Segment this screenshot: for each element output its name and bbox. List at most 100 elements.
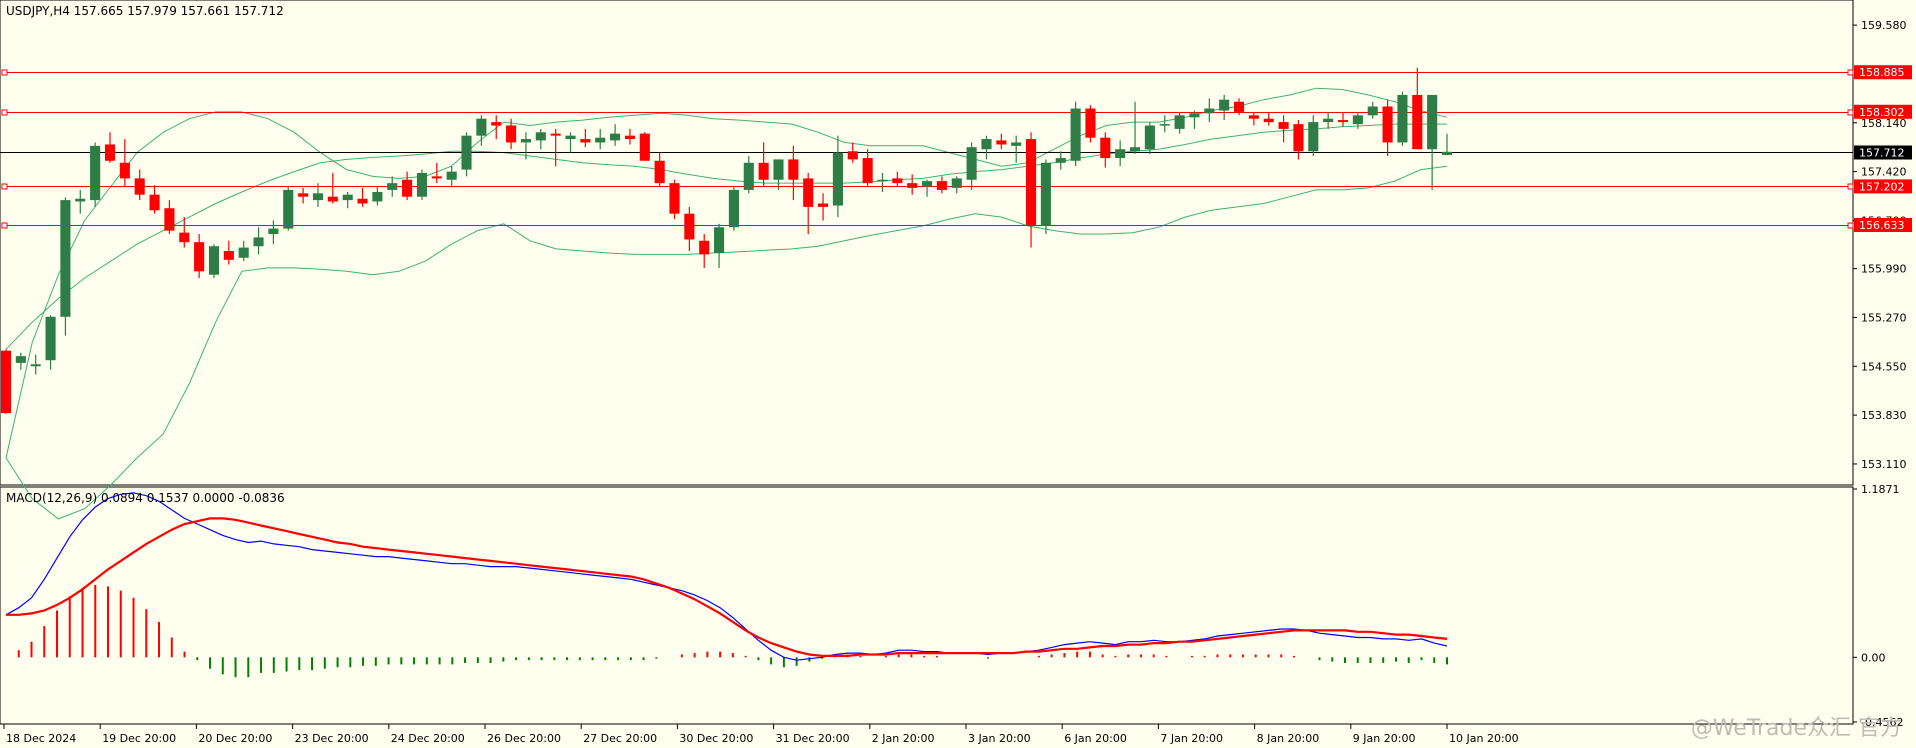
- current-price-label: 157.712: [1859, 147, 1905, 160]
- candle: [1189, 110, 1200, 129]
- macd-tick-label: 1.1871: [1861, 483, 1900, 496]
- candle: [699, 234, 710, 268]
- candle: [803, 172, 814, 235]
- price-level-label: 156.633: [1859, 219, 1905, 232]
- candle: [1278, 115, 1289, 143]
- level-handle-right[interactable]: [1847, 69, 1854, 76]
- watermark: @WeTrade众汇 官方: [1690, 716, 1902, 741]
- bollinger-lower: [5, 165, 1448, 520]
- level-handle-left[interactable]: [1, 69, 8, 76]
- candle-body: [1100, 137, 1111, 159]
- candle: [1100, 132, 1111, 168]
- candle: [1427, 94, 1438, 190]
- price-level-label: 157.202: [1859, 180, 1905, 193]
- candle: [996, 133, 1007, 150]
- candle-body: [535, 132, 546, 141]
- candle-body: [1055, 158, 1066, 163]
- candle: [1263, 111, 1274, 126]
- candle-body: [60, 200, 71, 317]
- candle: [654, 152, 665, 187]
- candle: [476, 115, 487, 146]
- price-level-lines[interactable]: [0, 69, 1854, 229]
- candle: [639, 132, 650, 161]
- level-handle-left[interactable]: [1, 222, 8, 229]
- candle-body: [1337, 120, 1349, 123]
- candle: [402, 171, 413, 201]
- candle: [877, 172, 888, 192]
- macd-axis: 1.1871 0.00 -0.4562: [1853, 483, 1903, 729]
- candle: [1144, 122, 1155, 154]
- candle: [758, 142, 769, 187]
- candle: [1174, 111, 1185, 134]
- candle-body: [1040, 162, 1051, 226]
- candle: [1129, 101, 1141, 154]
- candle-body: [238, 247, 249, 258]
- candle: [1070, 101, 1081, 167]
- price-tick-label: 153.110: [1861, 458, 1907, 471]
- candle-body: [1427, 94, 1438, 150]
- time-tick-label: 23 Dec 20:00: [295, 732, 369, 745]
- time-tick-label: 19 Dec 20:00: [102, 732, 176, 745]
- candle-body: [491, 122, 502, 126]
- candle: [149, 185, 160, 214]
- macd-panel-frame: [0, 486, 1854, 725]
- macd-line: [5, 492, 1448, 661]
- candle: [1367, 101, 1378, 119]
- candle: [714, 223, 725, 268]
- time-tick-label: 18 Dec 2024: [6, 732, 76, 745]
- candle-body: [253, 237, 264, 247]
- candle: [1011, 135, 1022, 163]
- candle-body: [372, 191, 383, 202]
- candle: [624, 128, 635, 145]
- symbol-header: USDJPY,H4 157.665 157.979 157.661 157.71…: [6, 4, 284, 18]
- price-level-label: 158.885: [1859, 66, 1905, 79]
- candle-body: [1085, 108, 1096, 138]
- candle: [431, 162, 442, 184]
- candle: [862, 149, 873, 187]
- candle: [1085, 105, 1096, 143]
- time-tick-label: 8 Jan 20:00: [1257, 732, 1320, 745]
- level-handle-right[interactable]: [1847, 183, 1854, 190]
- candlesticks: [0, 67, 1453, 414]
- candle: [1115, 140, 1126, 167]
- candle-body: [1129, 147, 1141, 152]
- candle-body: [1441, 151, 1453, 155]
- candle-body: [1293, 124, 1304, 152]
- candle-body: [1367, 106, 1378, 116]
- candle: [520, 132, 531, 160]
- time-axis: 18 Dec 2024 19 Dec 20:00 20 Dec 20:00 23 De…: [3, 724, 1519, 745]
- candle-body: [1189, 113, 1200, 118]
- candle: [1352, 111, 1363, 129]
- level-handle-left[interactable]: [1, 183, 8, 190]
- candle-body: [1204, 108, 1215, 114]
- candle: [15, 352, 26, 370]
- candle-body: [1352, 115, 1363, 125]
- candle-body: [818, 203, 829, 207]
- macd-tick-label: -0.4562: [1861, 716, 1903, 729]
- candle-body: [788, 159, 799, 180]
- candle: [238, 240, 249, 262]
- level-handle-left[interactable]: [1, 109, 8, 116]
- candle: [818, 193, 829, 221]
- time-tick-label: 6 Jan 20:00: [1064, 732, 1127, 745]
- candle: [1397, 91, 1408, 146]
- time-tick-label: 3 Jan 20:00: [968, 732, 1031, 745]
- candle-body: [1278, 122, 1289, 129]
- candle: [461, 132, 472, 177]
- level-handle-right[interactable]: [1847, 109, 1854, 116]
- candle-body: [1248, 115, 1259, 119]
- candle-body: [283, 189, 294, 229]
- level-handle-right[interactable]: [1847, 222, 1854, 229]
- candle-body: [1011, 142, 1022, 146]
- candle: [179, 217, 190, 248]
- candle: [1412, 67, 1423, 150]
- candle-body: [357, 198, 368, 204]
- candle-body: [1219, 99, 1230, 111]
- candle-body: [149, 194, 160, 211]
- candle: [1233, 98, 1245, 116]
- candle: [268, 220, 279, 245]
- candle-body: [45, 316, 56, 361]
- candle: [1293, 120, 1304, 160]
- candle: [104, 132, 116, 163]
